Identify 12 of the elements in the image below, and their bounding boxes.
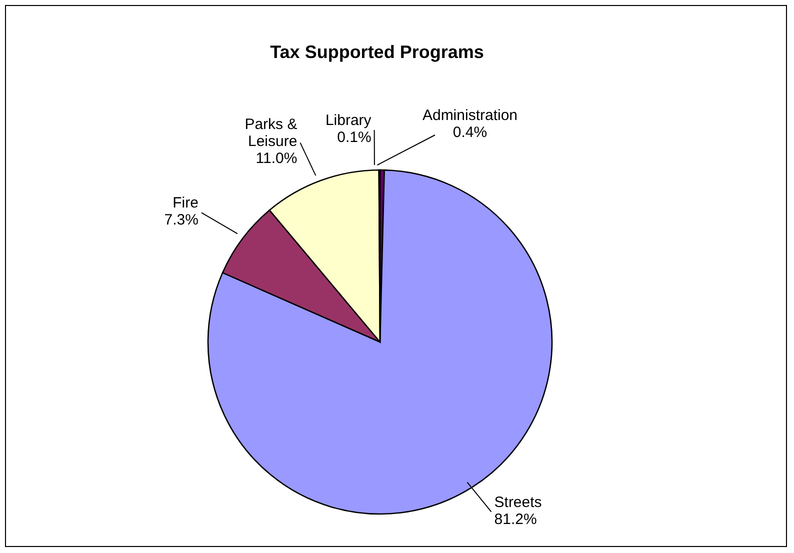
data-label: 0.1% xyxy=(337,129,372,146)
data-label: 11.0% xyxy=(256,150,298,168)
chart-title: Tax Supported Programs xyxy=(269,42,485,63)
data-label: 7.3% xyxy=(164,212,198,229)
slice-label: Administration xyxy=(422,107,518,124)
data-label: 81.2% xyxy=(494,510,537,528)
slice-label: Parks & Leisure xyxy=(244,116,298,150)
pie-slice xyxy=(207,169,553,514)
slice-label: Fire xyxy=(172,194,198,212)
slice-label: Streets xyxy=(494,494,542,511)
data-label: 0.4% xyxy=(452,124,488,141)
slice-label: Library xyxy=(325,112,372,129)
